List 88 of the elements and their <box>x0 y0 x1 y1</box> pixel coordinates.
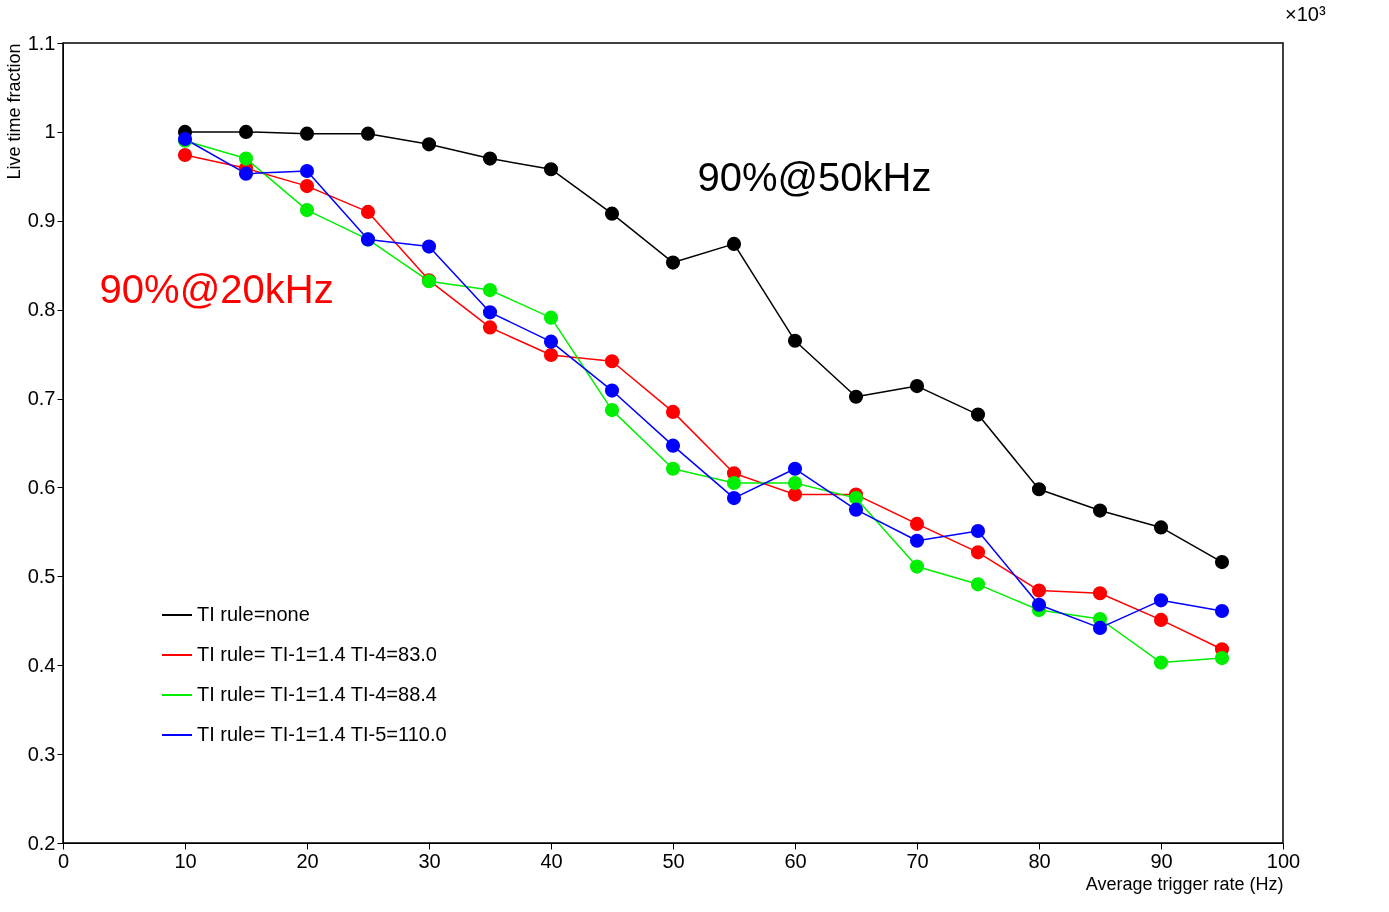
point <box>1092 620 1108 635</box>
point <box>665 255 681 270</box>
x-tick-label: 100 <box>1266 849 1301 872</box>
point <box>360 204 376 219</box>
x-tick-label: 60 <box>784 849 807 872</box>
point <box>787 461 803 476</box>
point <box>543 310 559 325</box>
point <box>299 179 315 194</box>
y-tick-label: 0.8 <box>27 298 56 321</box>
text: ×10³ <box>1285 3 1326 25</box>
point <box>482 320 498 335</box>
y-tick-label: 0.3 <box>27 742 56 765</box>
y-tick-label: 1 <box>44 120 56 143</box>
point <box>970 407 986 422</box>
point <box>909 533 925 548</box>
y-tick-label: 0.6 <box>27 475 56 498</box>
y-axis-title: Live time fraction <box>3 43 24 180</box>
x-tick-label: 50 <box>662 849 685 872</box>
point <box>604 206 620 221</box>
point <box>1214 651 1230 666</box>
point <box>909 516 925 531</box>
point <box>1153 520 1169 535</box>
point <box>726 475 742 491</box>
x-tick-label: 10 <box>174 849 197 872</box>
point <box>1031 583 1047 598</box>
x-tick-label: 0 <box>57 849 70 872</box>
point <box>1092 503 1108 518</box>
point <box>1092 586 1108 601</box>
point <box>482 151 498 166</box>
y-tick-label: 0.7 <box>27 387 56 410</box>
point <box>787 333 803 348</box>
point <box>1031 597 1047 612</box>
legend-label: TI rule= TI-1=1.4 TI-4=88.4 <box>197 683 437 705</box>
point <box>665 438 681 453</box>
point <box>238 166 254 181</box>
legend-label: TI rule= TI-1=1.4 TI-5=110.0 <box>197 723 447 745</box>
point <box>848 389 864 404</box>
point <box>482 305 498 320</box>
point <box>1153 593 1169 608</box>
point <box>909 559 925 574</box>
point <box>848 491 864 506</box>
point <box>726 236 742 251</box>
point <box>848 502 864 517</box>
point <box>1153 655 1169 670</box>
x-tick-label: 20 <box>296 849 319 872</box>
y-tick-label: 1.1 <box>27 31 56 54</box>
y-tick-label: 0.4 <box>27 653 56 676</box>
point <box>299 126 315 141</box>
point <box>299 163 315 179</box>
point <box>726 491 742 506</box>
x-tick-label: 30 <box>418 849 441 872</box>
point <box>1214 603 1230 619</box>
point <box>1031 482 1047 497</box>
x-tick-label: 40 <box>540 849 563 872</box>
point <box>299 203 315 218</box>
point <box>543 162 559 177</box>
x-tick-label: 80 <box>1028 849 1051 872</box>
y-tick-label: 0.2 <box>27 831 56 854</box>
point <box>604 383 620 398</box>
point <box>360 126 376 141</box>
point <box>665 404 681 419</box>
annotation: 90%@50kHz <box>697 155 932 199</box>
point <box>421 239 437 254</box>
point <box>421 137 437 152</box>
point <box>177 147 193 163</box>
x-tick-label: 70 <box>906 849 929 872</box>
point <box>238 151 254 166</box>
point <box>238 124 254 139</box>
y-tick-label: 0.9 <box>27 209 56 232</box>
point <box>604 403 620 418</box>
x-axis-title: Average trigger rate (Hz) <box>1085 873 1284 894</box>
point <box>787 475 803 491</box>
point <box>482 283 498 298</box>
point <box>1153 612 1169 627</box>
annotation: 90%@20kHz <box>99 267 334 311</box>
y-tick-label: 0.5 <box>27 564 56 587</box>
point <box>970 545 986 560</box>
point <box>665 461 681 476</box>
point <box>1214 555 1230 570</box>
point <box>543 334 559 349</box>
point <box>970 523 986 539</box>
point <box>909 379 925 394</box>
point <box>543 347 559 363</box>
point <box>604 354 620 369</box>
legend-label: TI rule=none <box>197 603 310 625</box>
legend-label: TI rule= TI-1=1.4 TI-4=83.0 <box>197 643 437 665</box>
point <box>970 577 986 592</box>
x-tick-label: 90 <box>1150 849 1173 872</box>
